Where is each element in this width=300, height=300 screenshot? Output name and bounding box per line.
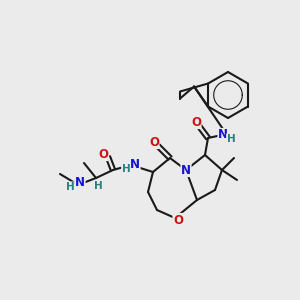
Text: H: H	[122, 164, 130, 174]
Text: N: N	[75, 176, 85, 190]
Text: H: H	[226, 134, 236, 144]
Text: N: N	[130, 158, 140, 172]
Text: O: O	[149, 136, 159, 148]
Text: O: O	[98, 148, 108, 160]
Text: N: N	[181, 164, 191, 176]
Text: N: N	[218, 128, 228, 142]
Text: O: O	[191, 116, 201, 128]
Text: H: H	[66, 182, 74, 192]
Text: H: H	[94, 181, 102, 191]
Text: O: O	[173, 214, 183, 226]
